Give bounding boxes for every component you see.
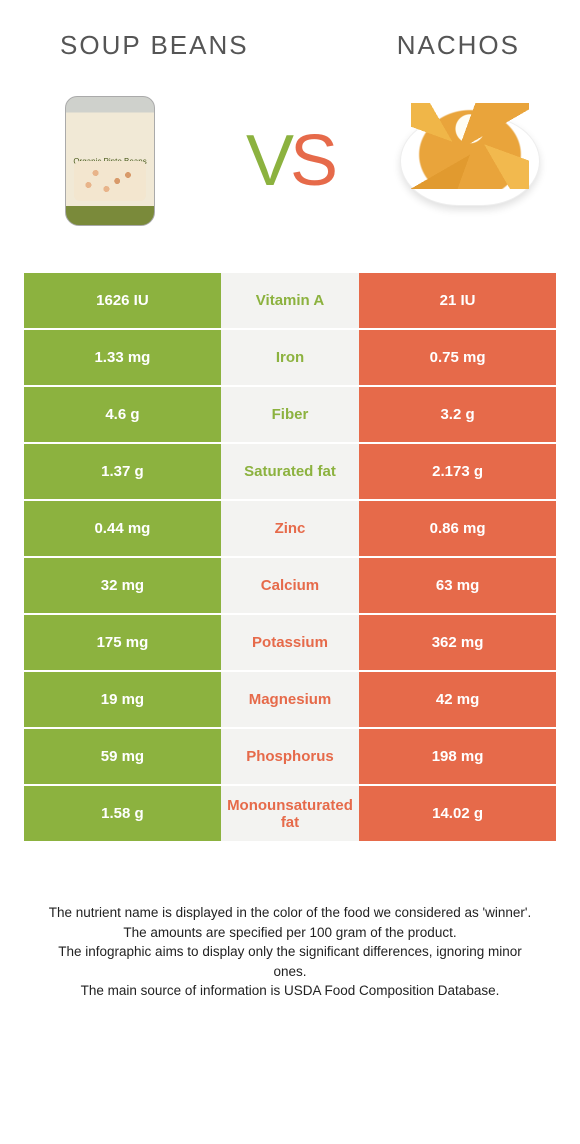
table-row: 19 mgMagnesium42 mg: [24, 671, 556, 728]
footnote-line: The amounts are specified per 100 gram o…: [40, 923, 540, 943]
vs-s: S: [290, 121, 334, 201]
table-row: 1.58 gMonounsaturated fat14.02 g: [24, 785, 556, 842]
right-food-title: NACHOS: [397, 30, 520, 61]
left-value: 175 mg: [24, 614, 221, 671]
right-food-image: [400, 91, 540, 231]
right-value: 21 IU: [359, 272, 556, 329]
nutrient-name: Zinc: [221, 500, 359, 557]
right-value: 362 mg: [359, 614, 556, 671]
nutrient-name: Vitamin A: [221, 272, 359, 329]
hero-row: Organic Pinto Beans VS: [0, 71, 580, 261]
left-value: 59 mg: [24, 728, 221, 785]
right-value: 0.86 mg: [359, 500, 556, 557]
left-food-image: Organic Pinto Beans: [40, 91, 180, 231]
left-value: 1626 IU: [24, 272, 221, 329]
can-label: Organic Pinto Beans: [73, 157, 146, 166]
table-row: 32 mgCalcium63 mg: [24, 557, 556, 614]
right-value: 42 mg: [359, 671, 556, 728]
beans-can-icon: Organic Pinto Beans: [65, 96, 155, 226]
nutrient-name: Iron: [221, 329, 359, 386]
right-value: 3.2 g: [359, 386, 556, 443]
table-row: 0.44 mgZinc0.86 mg: [24, 500, 556, 557]
table-row: 1.33 mgIron0.75 mg: [24, 329, 556, 386]
vs-label: VS: [246, 120, 334, 202]
nachos-icon: [400, 116, 540, 206]
right-value: 14.02 g: [359, 785, 556, 842]
nutrient-name: Fiber: [221, 386, 359, 443]
nutrient-name: Saturated fat: [221, 443, 359, 500]
left-value: 4.6 g: [24, 386, 221, 443]
nutrition-table: 1626 IUVitamin A21 IU1.33 mgIron0.75 mg4…: [24, 271, 556, 843]
nutrient-name: Potassium: [221, 614, 359, 671]
nutrient-name: Phosphorus: [221, 728, 359, 785]
left-food-title: SOUP BEANS: [60, 30, 249, 61]
right-value: 2.173 g: [359, 443, 556, 500]
table-row: 1.37 gSaturated fat2.173 g: [24, 443, 556, 500]
nutrient-name: Calcium: [221, 557, 359, 614]
footnote-line: The main source of information is USDA F…: [40, 981, 540, 1001]
left-value: 32 mg: [24, 557, 221, 614]
footnote-line: The infographic aims to display only the…: [40, 942, 540, 981]
left-value: 1.37 g: [24, 443, 221, 500]
left-value: 0.44 mg: [24, 500, 221, 557]
table-row: 175 mgPotassium362 mg: [24, 614, 556, 671]
left-value: 1.33 mg: [24, 329, 221, 386]
right-value: 63 mg: [359, 557, 556, 614]
nutrient-name: Magnesium: [221, 671, 359, 728]
right-value: 198 mg: [359, 728, 556, 785]
footnotes: The nutrient name is displayed in the co…: [40, 903, 540, 1001]
left-value: 1.58 g: [24, 785, 221, 842]
right-value: 0.75 mg: [359, 329, 556, 386]
table-row: 59 mgPhosphorus198 mg: [24, 728, 556, 785]
table-row: 4.6 gFiber3.2 g: [24, 386, 556, 443]
nutrient-name: Monounsaturated fat: [221, 785, 359, 842]
header: SOUP BEANS NACHOS: [0, 0, 580, 71]
footnote-line: The nutrient name is displayed in the co…: [40, 903, 540, 923]
left-value: 19 mg: [24, 671, 221, 728]
table-row: 1626 IUVitamin A21 IU: [24, 272, 556, 329]
vs-v: V: [246, 121, 290, 201]
